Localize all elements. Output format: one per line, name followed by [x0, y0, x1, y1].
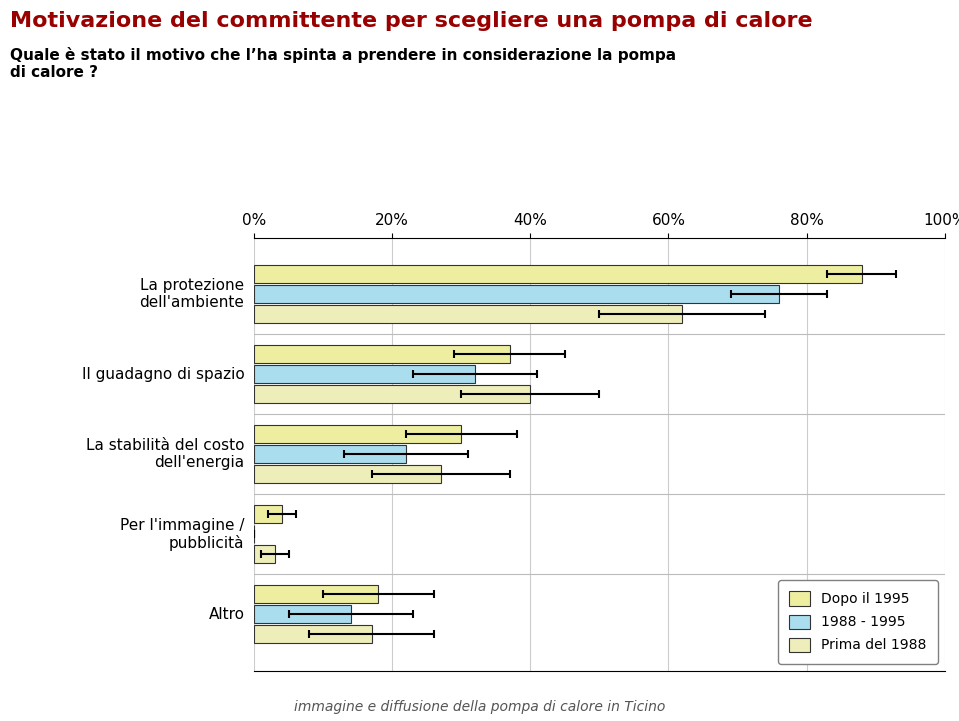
Bar — [254, 465, 440, 483]
Bar — [254, 385, 530, 403]
Text: Quale è stato il motivo che l’ha spinta a prendere in considerazione la pompa
di: Quale è stato il motivo che l’ha spinta … — [10, 47, 676, 80]
Bar — [254, 505, 282, 523]
Bar — [254, 265, 862, 283]
Text: Motivazione del committente per scegliere una pompa di calore: Motivazione del committente per sceglier… — [10, 11, 812, 31]
Bar — [254, 345, 509, 363]
Bar — [254, 285, 779, 303]
Bar — [254, 606, 351, 624]
Text: immagine e diffusione della pompa di calore in Ticino: immagine e diffusione della pompa di cal… — [293, 700, 666, 714]
Bar — [254, 545, 275, 563]
Bar — [254, 585, 379, 603]
Bar — [254, 625, 371, 643]
Bar — [254, 365, 475, 383]
Bar — [254, 425, 461, 443]
Bar — [254, 305, 682, 323]
Legend: Dopo il 1995, 1988 - 1995, Prima del 1988: Dopo il 1995, 1988 - 1995, Prima del 198… — [778, 580, 938, 663]
Bar — [254, 446, 406, 464]
